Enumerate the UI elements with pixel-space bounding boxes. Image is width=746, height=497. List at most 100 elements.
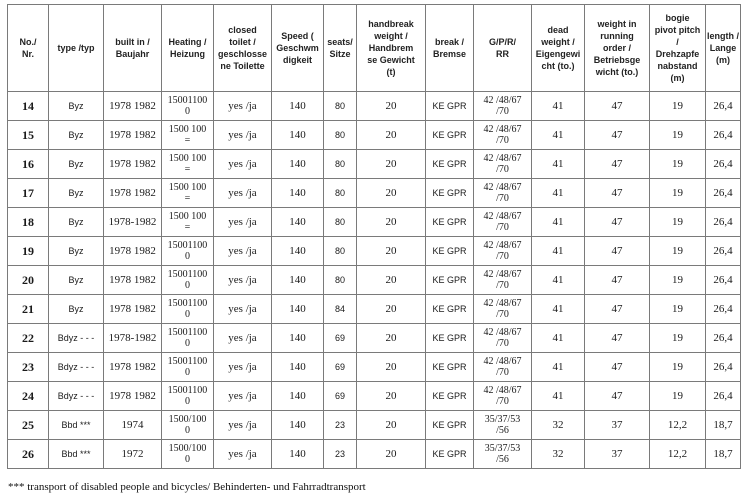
cell-built: 1972 [103, 439, 162, 469]
cell-handbrake: 20 [356, 236, 426, 266]
cell-seats: 80 [323, 120, 357, 150]
cell-type: Byz [48, 120, 104, 150]
cell-toilet: yes /ja [213, 120, 272, 150]
cell-running: 37 [584, 439, 650, 469]
cell-bogie: 19 [649, 149, 706, 179]
cell-bogie: 12,2 [649, 439, 706, 469]
cell-type: Byz [48, 149, 104, 179]
cell-brake: KE GPR [425, 323, 474, 353]
cell-seats: 80 [323, 91, 357, 121]
cell-handbrake: 20 [356, 352, 426, 382]
cell-handbrake: 20 [356, 323, 426, 353]
cell-dead: 41 [531, 178, 585, 208]
cell-seats: 80 [323, 265, 357, 295]
table-row: 15 Byz 1978 1982 1500 100 = yes /ja 140 80 20 KE… [7, 120, 741, 150]
cell-seats: 80 [323, 149, 357, 179]
cell-running: 47 [584, 149, 650, 179]
table-row: 24 Bdyz - - -1978 1982 15001100 0 yes /ja 14… [7, 381, 741, 411]
cell-brake: KE GPR [425, 381, 474, 411]
cell-gprr: 42 /48/67 /70 [473, 120, 532, 150]
cell-running: 47 [584, 352, 650, 382]
cell-brake: KE GPR [425, 352, 474, 382]
cell-handbrake: 20 [356, 410, 426, 440]
cell-toilet: yes /ja [213, 149, 272, 179]
cell-seats: 69 [323, 352, 357, 382]
cell-built: 1978 1982 [103, 178, 162, 208]
cell-brake: KE GPR [425, 410, 474, 440]
cell-handbrake: 20 [356, 149, 426, 179]
cell-brake: KE GPR [425, 439, 474, 469]
cell-dead: 41 [531, 236, 585, 266]
cell-nr: 17 [7, 178, 49, 208]
cell-bogie: 19 [649, 120, 706, 150]
cell-type: Byz [48, 207, 104, 237]
cell-brake: KE GPR [425, 236, 474, 266]
cell-nr: 23 [7, 352, 49, 382]
cell-seats: 80 [323, 236, 357, 266]
cell-handbrake: 20 [356, 120, 426, 150]
column-header: closed toilet / geschlosse ne Toilette [213, 4, 272, 92]
column-header: built in / Baujahr [103, 4, 162, 92]
cell-bogie: 19 [649, 236, 706, 266]
wagon-spec-table: No./ Nr. type /typ built in / Baujahr Heati… [7, 4, 741, 469]
cell-toilet: yes /ja [213, 91, 272, 121]
cell-brake: KE GPR [425, 91, 474, 121]
cell-bogie: 19 [649, 294, 706, 324]
wagon-table-container: No./ Nr. type /typ built in / Baujahr Heati… [7, 4, 741, 469]
cell-gprr: 42 /48/67 /70 [473, 236, 532, 266]
cell-type: Bdyz - - - [48, 323, 104, 353]
cell-bogie: 19 [649, 352, 706, 382]
cell-toilet: yes /ja [213, 294, 272, 324]
cell-heating: 1500/100 0 [161, 439, 214, 469]
cell-dead: 41 [531, 120, 585, 150]
column-header: weight in running order / Betriebsge wic… [584, 4, 650, 92]
column-header: handbreak weight / Handbrem se Gewicht (… [356, 4, 426, 92]
cell-dead: 32 [531, 410, 585, 440]
cell-length: 26,4 [705, 236, 741, 266]
cell-seats: 23 [323, 439, 357, 469]
cell-brake: KE GPR [425, 294, 474, 324]
cell-length: 26,4 [705, 207, 741, 237]
footnote: *** transport of disabled people and bic… [8, 481, 366, 493]
column-header: length / Lange (m) [705, 4, 741, 92]
cell-gprr: 42 /48/67 /70 [473, 178, 532, 208]
cell-nr: 15 [7, 120, 49, 150]
cell-toilet: yes /ja [213, 410, 272, 440]
cell-speed: 140 [271, 410, 324, 440]
cell-running: 47 [584, 265, 650, 295]
table-row: 19 Byz 1978 1982 15001100 0 yes /ja 140 80 20 KE… [7, 236, 741, 266]
column-header: No./ Nr. [7, 4, 49, 92]
cell-speed: 140 [271, 207, 324, 237]
cell-nr: 14 [7, 91, 49, 121]
cell-speed: 140 [271, 439, 324, 469]
cell-bogie: 19 [649, 178, 706, 208]
cell-nr: 19 [7, 236, 49, 266]
column-header: Speed ( Geschwm digkeit [271, 4, 324, 92]
cell-seats: 84 [323, 294, 357, 324]
cell-heating: 1500 100 = [161, 149, 214, 179]
cell-gprr: 42 /48/67 /70 [473, 352, 532, 382]
cell-speed: 140 [271, 149, 324, 179]
cell-built: 1978 1982 [103, 352, 162, 382]
cell-speed: 140 [271, 381, 324, 411]
column-header: dead weight / Eigengewi cht (to.) [531, 4, 585, 92]
cell-running: 47 [584, 236, 650, 266]
cell-handbrake: 20 [356, 207, 426, 237]
cell-heating: 1500 100 = [161, 178, 214, 208]
column-header: type /typ [48, 4, 104, 92]
cell-bogie: 19 [649, 323, 706, 353]
cell-dead: 41 [531, 149, 585, 179]
cell-running: 47 [584, 323, 650, 353]
cell-heating: 15001100 0 [161, 323, 214, 353]
cell-toilet: yes /ja [213, 381, 272, 411]
cell-speed: 140 [271, 265, 324, 295]
cell-brake: KE GPR [425, 265, 474, 295]
cell-dead: 32 [531, 439, 585, 469]
cell-toilet: yes /ja [213, 265, 272, 295]
cell-handbrake: 20 [356, 294, 426, 324]
cell-heating: 1500 100 = [161, 120, 214, 150]
cell-length: 26,4 [705, 91, 741, 121]
cell-nr: 20 [7, 265, 49, 295]
cell-type: Byz [48, 294, 104, 324]
cell-built: 1978 1982 [103, 149, 162, 179]
